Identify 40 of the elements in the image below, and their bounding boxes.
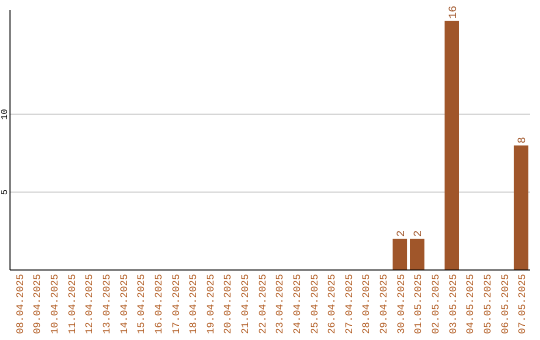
x-tick-label: 20.04.2025	[224, 274, 235, 334]
data-label: 2	[396, 230, 408, 237]
x-tick-label: 11.04.2025	[68, 274, 79, 334]
x-tick-label: 22.04.2025	[258, 274, 270, 334]
x-tick-label: 17.04.2025	[172, 274, 183, 334]
y-tick-label: 5	[0, 189, 10, 195]
x-tick-label: 29.04.2025	[380, 274, 391, 334]
data-label: 8	[517, 136, 530, 144]
x-tick-label: 07.05.2025	[518, 274, 530, 334]
x-tick-label: 26.04.2025	[328, 274, 339, 334]
bar	[392, 238, 408, 270]
data-label: 2	[413, 230, 426, 237]
x-tick-label: 18.04.2025	[189, 274, 200, 334]
x-tick-label: 14.04.2025	[120, 274, 131, 334]
x-tick-label: 09.04.2025	[33, 274, 44, 334]
x-tick-label: 27.04.2025	[344, 274, 356, 334]
bar	[514, 145, 528, 270]
x-tick-label: 01.05.2025	[414, 274, 426, 334]
data-label: 16	[448, 6, 460, 19]
x-tick-label: 02.05.2025	[432, 274, 442, 334]
x-tick-label: 03.05.2025	[448, 274, 460, 334]
y-tick-label: 10	[0, 108, 10, 120]
bar	[444, 20, 460, 270]
x-tick-label: 21.04.2025	[241, 274, 252, 334]
x-tick-label: 28.04.2025	[362, 274, 374, 334]
x-tick-label: 23.04.2025	[276, 274, 287, 334]
x-tick-label: 10.04.2025	[50, 274, 62, 334]
x-tick-label: 04.05.2025	[466, 274, 478, 334]
x-tick-label: 05.05.2025	[483, 274, 494, 334]
x-tick-label: 13.04.2025	[102, 274, 114, 334]
x-tick-label: 25.04.2025	[310, 274, 322, 334]
x-tick-label: 12.04.2025	[85, 274, 96, 334]
bar	[410, 238, 424, 270]
x-tick-label: 15.04.2025	[137, 274, 148, 334]
x-tick-label: 19.04.2025	[206, 274, 218, 334]
x-tick-label: 06.05.2025	[500, 274, 512, 334]
x-tick-label: 16.04.2025	[154, 274, 166, 334]
x-tick-label: 30.04.2025	[396, 274, 408, 334]
x-tick-label: 24.04.2025	[292, 274, 304, 334]
x-tick-label: 08.04.2025	[16, 274, 27, 334]
